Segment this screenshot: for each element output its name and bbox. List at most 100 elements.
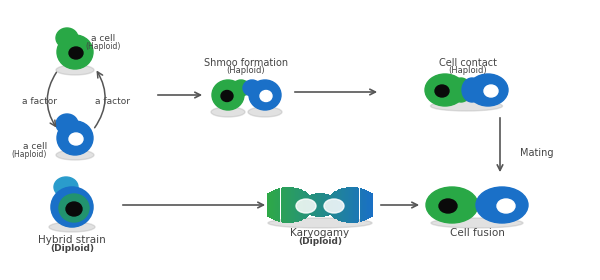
Ellipse shape — [49, 222, 95, 232]
Ellipse shape — [435, 85, 449, 97]
Bar — [371, 193, 373, 216]
Ellipse shape — [51, 187, 93, 227]
Text: a cell: a cell — [91, 34, 115, 43]
Bar — [367, 191, 369, 219]
Bar — [277, 189, 278, 221]
Bar — [268, 193, 269, 216]
Bar — [329, 195, 331, 215]
Text: (Haploid): (Haploid) — [85, 42, 121, 51]
Text: a cell: a cell — [23, 142, 47, 151]
Bar — [312, 194, 313, 216]
Bar — [283, 187, 284, 223]
Bar — [358, 188, 359, 222]
Bar — [270, 192, 271, 218]
Ellipse shape — [56, 65, 94, 75]
Ellipse shape — [232, 80, 250, 96]
Text: Cell contact: Cell contact — [439, 58, 497, 68]
Bar — [310, 195, 311, 215]
Bar — [319, 193, 320, 217]
Bar — [323, 193, 324, 217]
Text: Hybrid strain: Hybrid strain — [38, 235, 106, 245]
Text: Karyogamy: Karyogamy — [290, 228, 350, 238]
Ellipse shape — [431, 218, 523, 228]
Text: Cell fusion: Cell fusion — [449, 228, 505, 238]
Ellipse shape — [468, 74, 508, 106]
Bar — [366, 190, 367, 220]
Bar — [313, 193, 315, 216]
Bar — [304, 191, 305, 219]
Bar — [340, 189, 341, 221]
Ellipse shape — [212, 80, 244, 110]
Bar — [292, 187, 293, 223]
Bar — [333, 192, 334, 218]
Text: (Haploid): (Haploid) — [11, 150, 47, 159]
Bar — [344, 188, 345, 222]
Bar — [287, 187, 289, 223]
Ellipse shape — [249, 80, 281, 110]
Bar — [325, 193, 326, 216]
Ellipse shape — [439, 199, 457, 213]
Ellipse shape — [248, 107, 282, 117]
Bar — [352, 187, 353, 223]
Text: Mating: Mating — [520, 148, 554, 158]
Bar — [328, 194, 329, 216]
Bar — [320, 193, 322, 217]
Ellipse shape — [296, 199, 316, 213]
Ellipse shape — [56, 150, 94, 160]
Text: Shmoo formation: Shmoo formation — [204, 58, 288, 68]
Ellipse shape — [69, 133, 83, 145]
Bar — [359, 188, 361, 222]
Bar — [286, 187, 287, 223]
Ellipse shape — [451, 78, 471, 102]
Bar — [350, 187, 352, 223]
Bar — [354, 187, 356, 223]
Ellipse shape — [431, 101, 503, 111]
Bar — [311, 194, 312, 216]
Bar — [307, 193, 308, 217]
Bar — [305, 192, 307, 218]
Bar — [271, 191, 272, 219]
Bar — [349, 187, 350, 223]
Bar — [299, 189, 300, 221]
Ellipse shape — [476, 187, 528, 223]
Bar — [308, 194, 310, 216]
Bar — [353, 187, 354, 223]
Ellipse shape — [221, 90, 233, 102]
Bar — [357, 187, 358, 223]
Bar — [317, 193, 319, 217]
Bar — [278, 188, 279, 222]
Bar — [274, 190, 275, 220]
Ellipse shape — [426, 187, 478, 223]
Ellipse shape — [69, 47, 83, 59]
Bar — [326, 194, 328, 216]
Text: (Diploid): (Diploid) — [50, 244, 94, 253]
Ellipse shape — [243, 80, 261, 96]
Text: (Haploid): (Haploid) — [449, 66, 487, 75]
Text: (Haploid): (Haploid) — [227, 66, 265, 75]
Bar — [336, 191, 337, 220]
Bar — [290, 187, 291, 223]
Bar — [362, 189, 364, 221]
Bar — [343, 188, 344, 222]
Bar — [295, 188, 296, 222]
Bar — [302, 190, 303, 220]
Ellipse shape — [51, 187, 93, 227]
Bar — [332, 193, 333, 217]
Bar — [282, 187, 283, 223]
Bar — [316, 193, 317, 217]
Bar — [296, 188, 298, 222]
Ellipse shape — [211, 107, 245, 117]
Bar — [300, 189, 302, 221]
Bar — [324, 193, 325, 217]
Ellipse shape — [54, 177, 78, 197]
Ellipse shape — [260, 90, 272, 102]
Bar — [272, 190, 274, 220]
Bar — [338, 189, 340, 221]
Text: (Diploid): (Diploid) — [298, 237, 342, 246]
Bar — [334, 191, 336, 219]
Ellipse shape — [484, 85, 498, 97]
Bar — [315, 193, 316, 217]
Bar — [284, 187, 286, 223]
Bar — [345, 188, 346, 222]
Bar — [322, 193, 323, 217]
